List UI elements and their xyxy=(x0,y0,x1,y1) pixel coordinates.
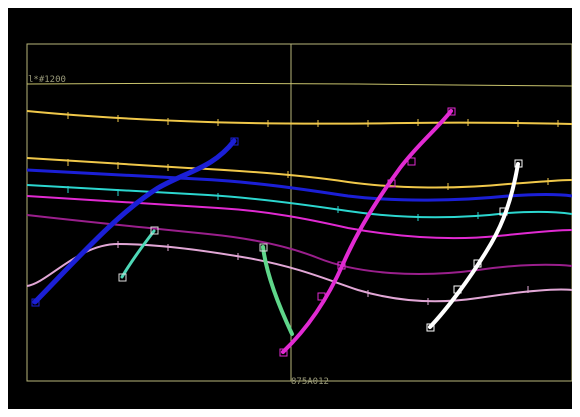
seismic-interpretation-canvas[interactable]: l*#1200 875A012 xyxy=(8,8,572,409)
fault-white-handle[interactable] xyxy=(426,323,435,332)
horizon-top[interactable] xyxy=(26,82,572,87)
fault-blue-handle[interactable] xyxy=(230,137,239,146)
horizon-yellow-upper[interactable] xyxy=(26,110,572,125)
fault-blue[interactable] xyxy=(32,138,237,305)
horizon-magenta[interactable] xyxy=(26,195,572,240)
top-left-label: l*#1200 xyxy=(28,75,66,85)
fault-teal[interactable] xyxy=(120,229,156,279)
horizon-purple[interactable] xyxy=(26,214,572,275)
fault-magenta-handle[interactable] xyxy=(447,107,456,116)
horizon-tick-marks xyxy=(67,112,559,190)
fault-blue-handle[interactable] xyxy=(31,298,40,307)
section-frame xyxy=(26,43,572,382)
horizon-yellow-lower[interactable] xyxy=(26,157,572,189)
fault-teal-handle[interactable] xyxy=(118,273,127,282)
fault-magenta-handle[interactable] xyxy=(279,348,288,357)
bottom-center-label: 875A012 xyxy=(291,377,329,387)
fault-green[interactable] xyxy=(261,245,294,336)
fault-green-handle[interactable] xyxy=(259,243,268,252)
horizon-pink[interactable] xyxy=(26,242,572,303)
seismic-section[interactable]: l*#1200 875A012 xyxy=(8,8,572,409)
fault-magenta[interactable] xyxy=(281,109,453,354)
fault-white-handle[interactable] xyxy=(514,159,523,168)
fault-white[interactable] xyxy=(428,162,520,329)
fault-teal-handle[interactable] xyxy=(150,226,159,235)
